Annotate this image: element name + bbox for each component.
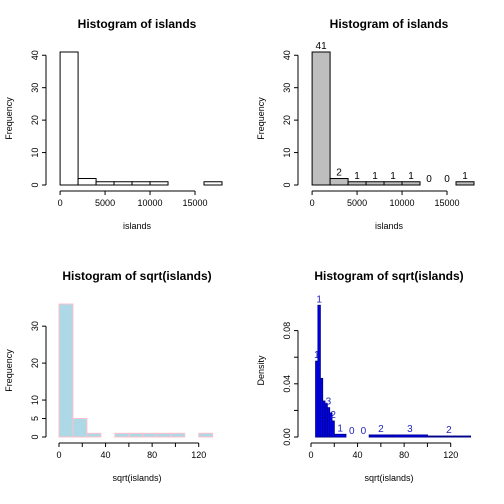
histogram-bar	[95, 181, 115, 186]
bar-count-label: 0	[426, 174, 432, 185]
x-tick-label: 120	[443, 450, 458, 460]
y-tick-label: 0.00	[282, 428, 292, 446]
histogram-bar	[156, 432, 172, 438]
histogram-panel-1: Histogram of islands 0 5000 10000 15000 islan…	[4, 17, 223, 231]
histogram-bar	[455, 181, 475, 186]
y-tick-label: 30	[30, 321, 40, 331]
y-tick-label: 40	[282, 50, 292, 60]
histogram-bar	[86, 432, 102, 438]
bar-count-label: 41	[316, 41, 328, 52]
histogram-bar	[170, 432, 186, 438]
x-tick-label: 10000	[138, 198, 163, 208]
x-axis-label: sqrt(islands)	[364, 473, 413, 483]
x-tick-label: 0	[308, 450, 313, 460]
y-tick-label: 0	[282, 182, 292, 187]
x-tick-label: 15000	[183, 198, 208, 208]
bar-count-label: 1	[316, 294, 322, 305]
y-tick-label: 30	[282, 83, 292, 93]
bar-count-label: 2	[378, 424, 384, 435]
histogram-bar	[391, 434, 428, 438]
y-tick-label: 30	[30, 83, 40, 93]
bar-count-label: 1	[314, 350, 320, 361]
bar-count-label: 3	[407, 424, 413, 435]
y-tick-label: 10	[30, 395, 40, 405]
y-tick-label: 10	[282, 148, 292, 158]
histogram-bar	[383, 181, 403, 186]
bar-count-label: 2	[446, 425, 452, 436]
y-axis-label: Density	[256, 355, 266, 386]
x-tick-label: 40	[353, 450, 363, 460]
histogram-bar	[331, 420, 335, 438]
chart-title: Histogram of islands	[78, 17, 197, 31]
bar-count-label: 1	[354, 171, 360, 182]
histogram-bar	[317, 304, 321, 438]
x-tick-label: 0	[58, 198, 63, 208]
x-axis-label: islands	[375, 221, 404, 231]
bar-count-label: 0	[361, 426, 367, 437]
x-tick-label: 0	[310, 198, 315, 208]
histogram-bar	[77, 178, 97, 186]
y-axis-label: Frequency	[256, 97, 266, 140]
y-tick-label: 0	[30, 434, 40, 439]
histogram-bar	[368, 434, 393, 438]
chart-title: Histogram of sqrt(islands)	[62, 269, 211, 283]
y-tick-label: 10	[30, 148, 40, 158]
y-tick-label: 0	[30, 182, 40, 187]
bar-count-label: 0	[444, 174, 450, 185]
x-tick-label: 15000	[435, 198, 460, 208]
x-tick-label: 80	[147, 450, 157, 460]
y-tick-label: 5	[30, 416, 40, 421]
histogram-bar	[365, 181, 385, 186]
y-tick-label: 0.04	[282, 375, 292, 393]
histogram-bar	[149, 181, 169, 186]
x-axis-label: islands	[123, 221, 152, 231]
x-tick-label: 120	[191, 450, 206, 460]
x-tick-label: 40	[101, 450, 111, 460]
chart-title: Histogram of islands	[330, 17, 449, 31]
bar-count-label: 1	[462, 171, 468, 182]
histogram-bar	[311, 51, 331, 186]
histogram-bar	[58, 303, 74, 438]
bar-count-label: 2	[336, 168, 342, 179]
y-tick-label: 20	[30, 115, 40, 125]
y-axis-label: Frequency	[4, 349, 14, 392]
y-tick-label: 0.08	[282, 322, 292, 340]
histogram-bar	[347, 181, 367, 186]
histogram-bar	[333, 433, 347, 438]
histogram-panel-3: Histogram of sqrt(islands) 0 40 80 120 sqrt(i…	[4, 269, 214, 483]
histogram-bar	[131, 181, 151, 186]
bar-count-label: 0	[349, 426, 355, 437]
x-tick-label: 5000	[347, 198, 367, 208]
x-axis-label: sqrt(islands)	[112, 473, 161, 483]
histogram-bar	[142, 432, 158, 438]
histogram-bar	[198, 432, 214, 438]
y-tick-label: 20	[30, 358, 40, 368]
x-tick-label: 80	[399, 450, 409, 460]
histogram-bar	[203, 181, 223, 186]
histogram-bar	[59, 51, 79, 186]
histogram-bar	[401, 181, 421, 186]
histogram-bar	[113, 181, 133, 186]
x-tick-label: 10000	[390, 198, 415, 208]
x-tick-label: 5000	[95, 198, 115, 208]
bar-count-label: 1	[390, 171, 396, 182]
histogram-bar	[128, 432, 144, 438]
bar-count-label: 2	[330, 410, 336, 421]
y-tick-label: 40	[30, 50, 40, 60]
y-tick-label: 20	[282, 115, 292, 125]
chart-title: Histogram of sqrt(islands)	[314, 269, 463, 283]
y-axis-label: Frequency	[4, 97, 14, 140]
histogram-bar	[72, 418, 88, 438]
histogram-bar	[114, 432, 130, 438]
histogram-bar	[329, 178, 349, 186]
bar-count-label: 1	[337, 423, 343, 434]
bar-count-label: 1	[372, 171, 378, 182]
histogram-bar	[426, 435, 472, 438]
bar-count-label: 3	[326, 397, 332, 408]
x-tick-label: 0	[56, 450, 61, 460]
bar-count-label: 1	[408, 171, 414, 182]
